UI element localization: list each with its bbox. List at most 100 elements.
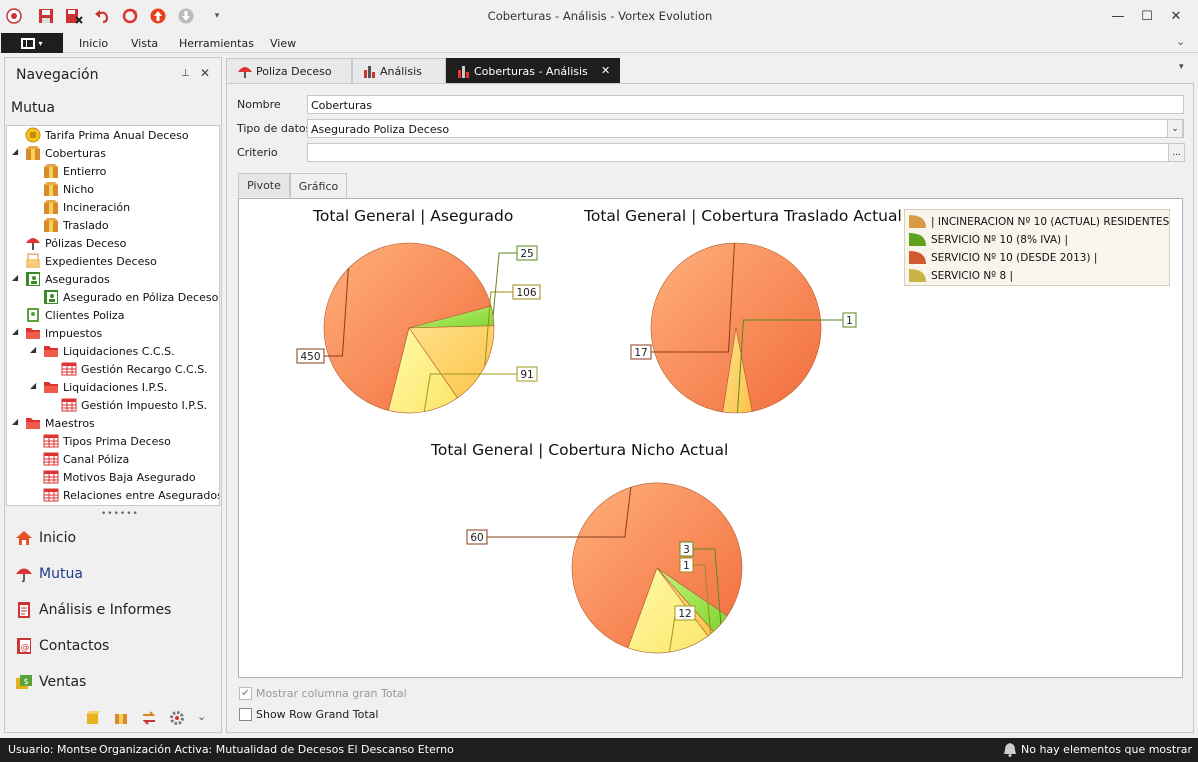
tree-item[interactable]: ◢ Liquidaciones I.P.S. (30, 378, 167, 396)
tree-item-label: Liquidaciones C.C.S. (63, 344, 175, 358)
more-chevron-icon[interactable]: ⌄ (197, 710, 207, 723)
tree-item[interactable]: ◢ Coberturas (12, 144, 106, 162)
close-tab-icon[interactable]: ✕ (601, 64, 611, 77)
tree-item[interactable]: Gestión Impuesto I.P.S. (61, 396, 207, 414)
legend-label: SERVICIO Nº 10 (8% IVA) | (931, 234, 1069, 246)
pin-icon[interactable]: ⊥ (181, 68, 190, 79)
tree-item[interactable]: ◢ Asegurados (12, 270, 110, 288)
tree-item[interactable]: Incineración (43, 198, 130, 216)
tree-item-label: Gestión Recargo C.C.S. (81, 362, 208, 376)
exchange-icon[interactable] (141, 710, 157, 726)
table-icon (61, 361, 77, 377)
tree-item[interactable]: Canal Póliza (43, 450, 129, 468)
tree-item[interactable]: Gestión Recargo C.C.S. (61, 360, 208, 378)
menu-view[interactable]: View (270, 37, 297, 50)
up-arrow-icon[interactable] (148, 6, 168, 26)
save-close-icon[interactable] (64, 6, 84, 26)
nav-button-icon (15, 529, 33, 547)
pie-slice[interactable] (722, 327, 753, 414)
show-row-grand-total-checkbox[interactable]: Show Row Grand Total (239, 708, 378, 721)
tree-item[interactable]: ◢ Impuestos (12, 324, 103, 342)
data-label-box (296, 348, 325, 364)
nav-analisis[interactable]: Análisis e Informes (15, 598, 171, 622)
tab-poliza-deceso[interactable]: Poliza Deceso (226, 58, 352, 83)
tree-item[interactable]: Tipos Prima Deceso (43, 432, 171, 450)
data-label: 3 (683, 544, 690, 556)
nav-contactos[interactable]: @ Contactos (15, 634, 109, 658)
tab-analisis[interactable]: Análisis (352, 58, 446, 83)
document-tabs: Poliza Deceso Análisis Coberturas - Anál… (226, 57, 1196, 83)
menu-inicio[interactable]: Inicio (79, 37, 109, 50)
nav-button-label: Inicio (39, 530, 77, 546)
close-panel-icon[interactable]: ✕ (200, 66, 211, 80)
contact-card-icon (25, 307, 41, 323)
tab-pivote[interactable]: Pivote (238, 173, 290, 197)
tree-item[interactable]: Nicho (43, 180, 94, 198)
coin-stack-icon[interactable] (85, 710, 101, 726)
tree-item[interactable]: Motivos Baja Asegurado (43, 468, 196, 486)
criterio-ellipsis-button[interactable]: ... (1168, 143, 1185, 162)
tree-item[interactable]: Relaciones entre Asegurados (43, 486, 219, 504)
tree-item-label: Expedientes Deceso (45, 254, 157, 268)
expand-arrow-icon[interactable]: ◢ (30, 381, 37, 390)
nombre-input[interactable]: Coberturas (307, 95, 1184, 114)
tree-item-label: Incineración (63, 200, 131, 214)
chevron-down-icon[interactable]: ⌄ (1167, 119, 1183, 138)
app-menu-icon[interactable] (4, 6, 24, 26)
tab-list-dropdown-icon[interactable]: ▾ (1179, 62, 1184, 72)
expand-arrow-icon[interactable]: ◢ (12, 147, 19, 156)
folder-doc-icon (25, 253, 41, 269)
expand-arrow-icon[interactable]: ◢ (12, 327, 19, 336)
nav-ventas[interactable]: $ Ventas (15, 670, 86, 694)
refresh-icon[interactable] (120, 6, 140, 26)
mostrar-gran-total-checkbox[interactable]: ✔ Mostrar columna gran Total (239, 687, 407, 700)
expand-arrow-icon[interactable]: ◢ (12, 273, 19, 282)
nav-tree: Tarifa Prima Anual Deceso ◢ Coberturas Enti… (6, 125, 220, 506)
bell-icon[interactable] (1003, 742, 1017, 757)
close-button[interactable]: ✕ (1170, 8, 1182, 24)
tree-item[interactable]: ◢ Liquidaciones C.C.S. (30, 342, 175, 360)
customize-toolbar-icon[interactable]: ▾ (214, 11, 220, 21)
box-icon[interactable] (113, 710, 129, 726)
down-arrow-icon[interactable] (176, 6, 196, 26)
save-icon[interactable] (36, 6, 56, 26)
tree-item[interactable]: Pólizas Deceso (25, 234, 126, 252)
data-label: 60 (470, 532, 483, 544)
tree-item-label: Impuestos (45, 326, 103, 340)
tree-item[interactable]: Tarifa Prima Anual Deceso (25, 126, 189, 144)
data-label-box (674, 605, 696, 621)
settings-icon[interactable] (169, 710, 185, 726)
tree-item[interactable]: Expedientes Deceso (25, 252, 157, 270)
collapse-ribbon-icon[interactable]: ⌄ (1176, 35, 1186, 48)
menu-vista[interactable]: Vista (131, 37, 159, 50)
nav-mutua[interactable]: Mutua (15, 562, 83, 586)
umbrella-icon (238, 67, 252, 78)
analysis-content: Nombre Coberturas Tipo de datos Asegurad… (226, 83, 1194, 733)
minimize-button[interactable]: — (1111, 8, 1125, 24)
file-menu-button[interactable]: ▾ (1, 33, 63, 53)
data-label: 450 (300, 351, 320, 363)
menu-herramientas[interactable]: Herramientas (179, 37, 254, 50)
tree-item[interactable]: Entierro (43, 162, 106, 180)
nav-inicio[interactable]: Inicio (15, 526, 76, 550)
tab-label: Poliza Deceso (256, 64, 332, 78)
tab-grafico[interactable]: Gráfico (290, 173, 347, 198)
undo-icon[interactable] (92, 6, 112, 26)
nav-button-icon: $ (15, 673, 33, 691)
tab-coberturas-analisis[interactable]: Coberturas - Análisis ✕ (446, 58, 620, 83)
tree-item[interactable]: Clientes Poliza (25, 306, 124, 324)
expand-arrow-icon[interactable]: ◢ (30, 345, 37, 354)
splitter-grip[interactable]: •••••• (101, 509, 139, 519)
data-label: 1 (846, 315, 853, 327)
pie-charts: 450 25 106 91 17 1 60 3 1 12 (296, 242, 857, 654)
legend-swatch (909, 269, 926, 282)
expand-arrow-icon[interactable]: ◢ (12, 417, 19, 426)
tree-item[interactable]: ◢ Maestros (12, 414, 95, 432)
contacts-icon: @ (17, 638, 31, 654)
tipo-datos-select[interactable]: Asegurado Poliza Deceso ⌄ (307, 119, 1184, 138)
criterio-input[interactable] (307, 143, 1184, 162)
tree-item[interactable]: Traslado (43, 216, 109, 234)
tree-item[interactable]: Asegurado en Póliza Deceso (43, 288, 218, 306)
maximize-button[interactable]: ☐ (1141, 8, 1153, 24)
data-label-leader (324, 268, 349, 357)
